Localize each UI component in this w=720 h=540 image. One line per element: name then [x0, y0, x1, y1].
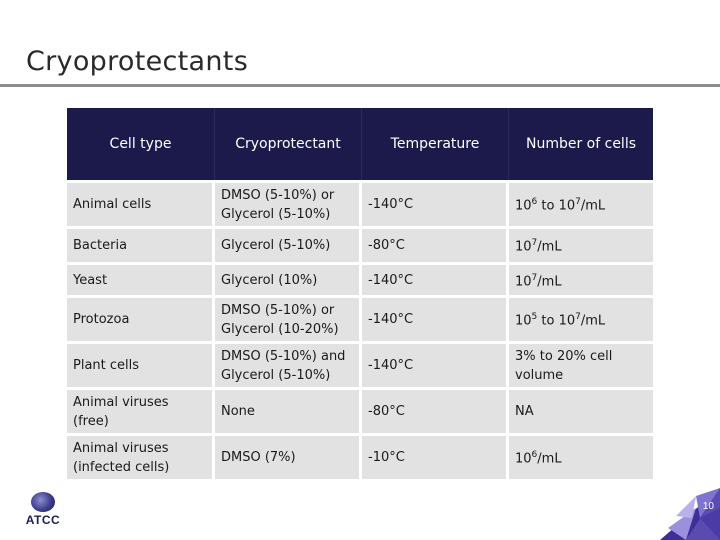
cell-type: Animal viruses (infected cells) — [67, 433, 215, 479]
cell-type-line: Animal viruses — [73, 394, 169, 410]
table-row: Animal cells DMSO (5-10%) or Glycerol (5-1… — [67, 180, 653, 226]
temperature: -140°C — [362, 341, 509, 387]
cell-type-line: Protozoa — [73, 312, 130, 327]
temperature: -140°C — [362, 295, 509, 341]
cryoprotectant: DMSO (7%) — [215, 433, 362, 479]
logo-text: ATCC — [25, 513, 61, 527]
temperature: -80°C — [362, 226, 509, 262]
cells-exp: 6 — [531, 450, 538, 461]
cell-type: Plant cells — [67, 341, 215, 387]
cells-mid: to 10 — [537, 198, 576, 214]
cryoprotectant: DMSO (5-10%) and Glycerol (5-10%) — [215, 341, 362, 387]
cell-type-line: Yeast — [73, 272, 108, 288]
cells-mid: to 10 — [537, 313, 576, 329]
corner-decoration: 10 — [656, 488, 720, 540]
cells-tail: /mL — [537, 239, 562, 255]
cell-type: Animal cells — [67, 180, 215, 226]
number-of-cells: 107/mL — [509, 226, 653, 262]
temperature: -10°C — [362, 433, 509, 479]
cryoprotectant-line: DMSO (5-10%) and — [221, 348, 346, 364]
cells-base: 10 — [515, 198, 532, 214]
page-number: 10 — [702, 501, 714, 512]
header-temperature: Temperature — [362, 108, 509, 180]
cells-exp: 7 — [531, 272, 538, 283]
number-of-cells: 3% to 20% cell volume — [509, 341, 653, 387]
cells-base: 10 — [515, 274, 532, 290]
cells-base: 10 — [515, 239, 532, 255]
cell-type: Bacteria — [67, 226, 215, 262]
cells-tail: /mL — [537, 274, 562, 290]
cells-tail: /mL — [580, 313, 606, 329]
cells-tail: /mL — [537, 451, 562, 467]
cryoprotectant-line: Glycerol (5-10%) — [221, 238, 331, 253]
cryoprotectant: None — [215, 387, 362, 433]
number-of-cells-line: 3% to 20% cell — [515, 348, 613, 364]
cryoprotectant-line: DMSO (5-10%) or — [221, 187, 335, 203]
temperature: -140°C — [362, 262, 509, 295]
cryoprotectant: DMSO (5-10%) or Glycerol (10-20%) — [215, 295, 362, 341]
cell-type-line: Plant cells — [73, 358, 140, 373]
cell-type-line: Bacteria — [73, 238, 128, 253]
cells-exp2: 7 — [575, 197, 581, 208]
cell-type-line: (infected cells) — [73, 459, 170, 475]
cryoprotectant-line: DMSO (7%) — [221, 450, 296, 465]
table-row: Animal viruses (infected cells) DMSO (7%) -… — [67, 433, 653, 479]
number-of-cells-line: NA — [515, 404, 534, 419]
cryoprotectant-line: None — [221, 404, 255, 419]
number-of-cells: 106 to 107/mL — [509, 180, 653, 226]
number-of-cells: 105 to 107/mL — [509, 295, 653, 341]
number-of-cells: 107/mL — [509, 262, 653, 295]
cryoprotectant-line: Glycerol (10%) — [221, 272, 318, 288]
table-row: Protozoa DMSO (5-10%) or Glycerol (10-20%)… — [67, 295, 653, 341]
cryoprotectant-line: DMSO (5-10%) or — [221, 302, 335, 318]
cell-type: Animal viruses (free) — [67, 387, 215, 433]
cells-exp: 5 — [531, 312, 538, 323]
table-body: Animal cells DMSO (5-10%) or Glycerol (5-1… — [67, 180, 653, 479]
cells-base: 10 — [515, 451, 532, 467]
number-of-cells-line: volume — [515, 367, 564, 383]
temperature: -140°C — [362, 180, 509, 226]
cell-type: Protozoa — [67, 295, 215, 341]
table-row: Yeast Glycerol (10%) -140°C 107/mL — [67, 262, 653, 295]
cryoprotectant: DMSO (5-10%) or Glycerol (5-10%) — [215, 180, 362, 226]
table-header-row: Cell type Cryoprotectant Temperature Num… — [67, 108, 653, 180]
slide-title: Cryoprotectants — [26, 46, 249, 77]
cells-tail: /mL — [580, 198, 606, 214]
cell-type: Yeast — [67, 262, 215, 295]
cryoprotectant-line: Glycerol (5-10%) — [221, 206, 331, 222]
number-of-cells: NA — [509, 387, 653, 433]
header-cell-type: Cell type — [67, 108, 215, 180]
cell-type-line: Animal viruses — [73, 440, 169, 456]
header-number-of-cells: Number of cells — [509, 108, 653, 180]
table-row: Plant cells DMSO (5-10%) and Glycerol (5-1… — [67, 341, 653, 387]
atcc-logo: ATCC — [22, 492, 64, 532]
cryoprotectant-line: Glycerol (10-20%) — [221, 321, 339, 337]
globe-icon — [31, 492, 55, 512]
title-divider — [0, 84, 720, 87]
table-row: Bacteria Glycerol (5-10%) -80°C 107/mL — [67, 226, 653, 262]
cells-base: 10 — [515, 313, 532, 329]
temperature: -80°C — [362, 387, 509, 433]
corner-facets-icon — [660, 488, 720, 540]
cells-exp2: 7 — [575, 312, 581, 323]
cryoprotectant: Glycerol (10%) — [215, 262, 362, 295]
cell-type-line: Animal cells — [73, 197, 152, 212]
cryoprotectant: Glycerol (5-10%) — [215, 226, 362, 262]
number-of-cells: 106/mL — [509, 433, 653, 479]
cryoprotectants-table: Cell type Cryoprotectant Temperature Num… — [67, 108, 653, 479]
cells-exp: 7 — [531, 238, 538, 249]
cells-exp: 6 — [531, 197, 538, 208]
cryoprotectant-line: Glycerol (5-10%) — [221, 367, 331, 383]
table-row: Animal viruses (free) None -80°C NA — [67, 387, 653, 433]
cell-type-line: (free) — [73, 413, 109, 429]
header-cryoprotectant: Cryoprotectant — [215, 108, 362, 180]
